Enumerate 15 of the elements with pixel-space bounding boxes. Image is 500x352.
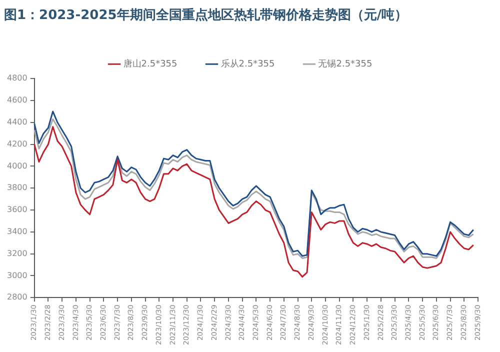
y-tick-label: 4000	[7, 161, 28, 170]
y-tick-label: 3000	[7, 270, 28, 280]
chart-title: 图1：2023-2025年期间全国重点地区热轧带钢价格走势图（元/吨）	[4, 7, 408, 24]
y-tick-label: 4400	[7, 117, 28, 126]
y-tick-label: 4200	[7, 139, 28, 148]
y-tick-label: 4800	[7, 74, 28, 83]
y-tick-label: 3200	[7, 248, 28, 258]
legend-label: 唐山2.5*355	[123, 58, 178, 70]
legend-label: 无锡2.5*355	[318, 58, 372, 70]
legend-label: 乐从2.5*355	[220, 58, 275, 70]
y-tick-label: 3400	[7, 227, 28, 236]
y-tick-label: 2800	[7, 292, 28, 302]
y-tick-label: 3600	[7, 205, 28, 214]
y-tick-label: 4600	[7, 96, 28, 105]
y-tick-label: 3800	[7, 183, 28, 192]
